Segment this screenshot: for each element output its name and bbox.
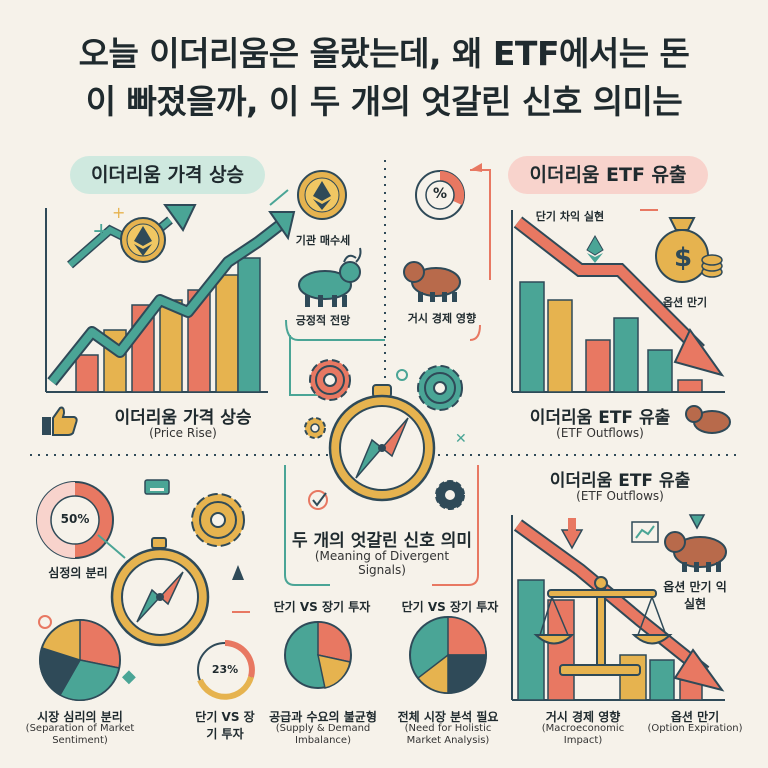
etf-outflow-label: 이더리움 ETF 유출 — [529, 408, 671, 428]
donut-50-value: 50% — [60, 512, 90, 526]
percent-symbol: % — [432, 186, 448, 202]
bar-5 — [647, 349, 673, 393]
etf-outflow-pill: 이더리움 ETF 유출 — [508, 156, 708, 194]
macro-label: 거시 경제 영향 — [407, 312, 477, 325]
bear-icon — [403, 261, 461, 302]
svg-text:$: $ — [674, 243, 692, 273]
compass-icon — [328, 384, 436, 502]
bear-small-icon — [685, 405, 731, 434]
macro-impact-label: 거시 경제 영향 — [545, 710, 621, 724]
title-line-1: 오늘 이더리움은 올랐는데, 왜 ETF에서는 돈 — [78, 34, 690, 73]
supply-demand-sub: (Supply & Demand Imbalance) — [275, 723, 371, 746]
supply-demand-label: 공급과 수요의 불균형 — [269, 710, 377, 724]
etf-outflow-sub: (ETF Outflows) — [556, 426, 644, 440]
eth-coin-top-icon — [297, 170, 347, 220]
short-long-label-left: 단기 VS 장기 투자 — [195, 710, 255, 741]
checkmark-icon — [308, 490, 328, 510]
gear-navy-icon — [435, 480, 465, 510]
mini-chart-icon — [631, 521, 659, 543]
short-long-label-mid-2: 단기 VS 장기 투자 — [401, 600, 499, 614]
pie-holistic-icon — [409, 616, 487, 694]
sentiment-split-label: 심정의 분리 — [48, 566, 108, 580]
market-sentiment-sub: (Separation of Market Sentiment) — [25, 723, 135, 746]
compass-small-icon — [110, 537, 210, 647]
eth-coin-icon — [120, 217, 166, 263]
pie-supply-icon — [284, 621, 352, 689]
pie-23-value: 23% — [211, 663, 239, 676]
etf-outflow-label-2: 이더리움 ETF 유출 — [549, 471, 691, 491]
bar-4 — [613, 317, 639, 393]
option-profit-label: 옵션 만기 익 실현 — [663, 580, 727, 611]
macro-impact-sub: (Macroeconomic Impact) — [541, 723, 625, 746]
thumbs-up-icon — [40, 405, 80, 437]
pie-23-icon — [197, 640, 255, 700]
market-sentiment-label: 시장 심리의 분리 — [37, 710, 123, 724]
svg-text:◆: ◆ — [122, 666, 136, 687]
percent-badge-icon — [415, 170, 465, 220]
etf-outflow-sub-2: (ETF Outflows) — [576, 489, 664, 503]
short-long-label-mid: 단기 VS 장기 투자 — [273, 600, 371, 614]
options-label: 옵션 만기 — [662, 296, 708, 309]
pie-left-icon — [39, 619, 121, 701]
price-rise-chart — [45, 204, 296, 393]
option-expiration-label: 옵션 만기 — [670, 710, 720, 724]
divergent-signals-sub: (Meaning of Divergent Signals) — [314, 549, 450, 577]
bar-1 — [75, 354, 99, 393]
holistic-analysis-sub: (Need for Holistic Market Analysis) — [404, 723, 492, 746]
profit-taking-label: 단기 차익 실현 — [535, 210, 605, 223]
bar-7 — [237, 257, 261, 393]
price-rise-label: 이더리움 가격 상승 — [114, 408, 252, 428]
holistic-analysis-label: 전체 시장 분석 필요 — [397, 710, 499, 724]
bar-3 — [585, 339, 611, 393]
money-bag-icon: $ — [655, 217, 723, 283]
chat-icon — [144, 479, 170, 495]
donut-50-icon — [36, 481, 114, 559]
svg-text:✕: ✕ — [455, 431, 467, 447]
price-rise-sub: (Price Rise) — [149, 426, 217, 440]
bar-6 — [215, 274, 239, 393]
gear-teal-icon — [417, 365, 463, 411]
bar-1 — [519, 281, 545, 393]
price-rise-pill: 이더리움 가격 상승 — [70, 156, 265, 194]
gear-gold-large-icon — [191, 493, 245, 547]
outlook-label: 긍정적 전망 — [295, 314, 351, 327]
institutional-label: 기관 매수세 — [295, 234, 351, 247]
bar-6 — [677, 379, 703, 393]
gear-coral-icon — [309, 359, 351, 401]
svg-text:+: + — [92, 219, 110, 244]
etf-outflow-chart — [511, 210, 725, 393]
option-expiration-sub: (Option Expiration) — [647, 723, 743, 734]
svg-text:+: + — [112, 203, 125, 222]
scale-icon — [533, 576, 673, 676]
bear-bottom-icon — [664, 531, 727, 572]
bar-2 — [547, 299, 573, 393]
bull-icon — [298, 247, 362, 307]
divergent-signals-label: 두 개의 엇갈린 신호 의미 — [291, 531, 473, 551]
gear-gold-small-icon — [304, 417, 326, 439]
title-line-2: 이 빠졌을까, 이 두 개의 엇갈린 신호 의미는 — [85, 82, 683, 121]
